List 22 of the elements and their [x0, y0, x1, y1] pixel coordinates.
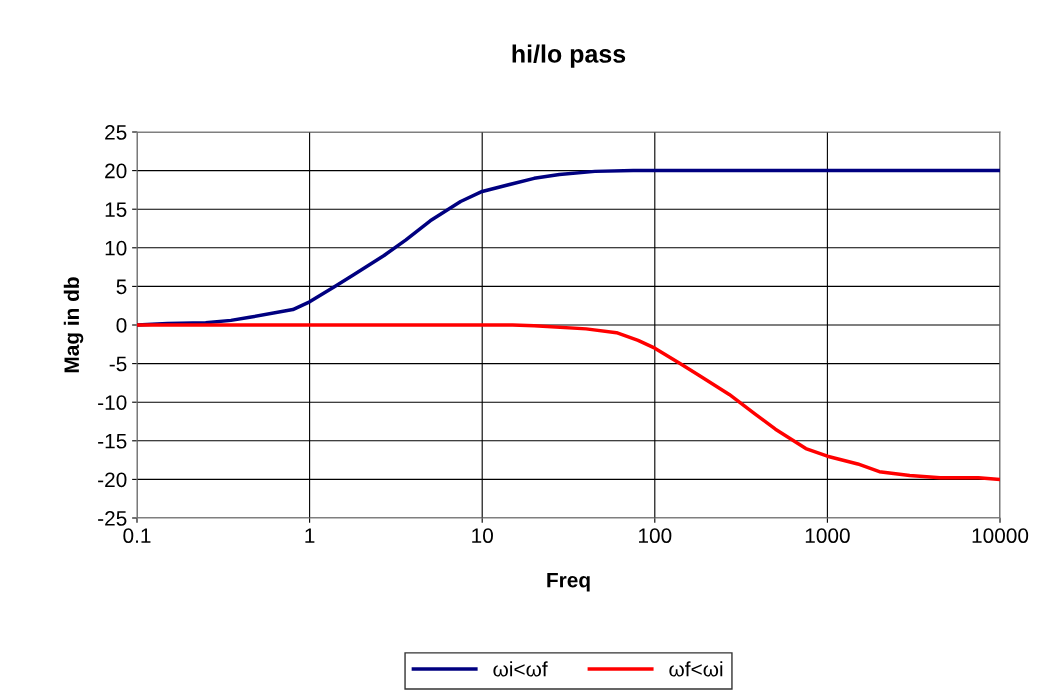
x-axis-title: Freq [547, 572, 590, 592]
y-tick-label: 5 [116, 279, 127, 295]
x-tick-label: 0.1 [123, 528, 151, 544]
y-tick-label: 25 [105, 125, 127, 140]
y-tick-label: -10 [98, 395, 127, 410]
y-tick-label: 10 [105, 240, 127, 256]
x-tick-label: 1000 [805, 528, 850, 544]
x-tick-label: 100 [639, 528, 672, 544]
y-tick-label: -25 [98, 511, 127, 526]
y-tick-label: 15 [105, 202, 127, 217]
y-tick-label: 20 [105, 163, 127, 179]
x-tick-label: 10 [472, 528, 493, 544]
y-tick-label: -5 [109, 356, 127, 372]
x-tick-label: 1 [305, 528, 315, 543]
x-tick-label: 10000 [972, 528, 1029, 544]
legend-label: ωi<ωf [493, 661, 548, 677]
chart-title: hi/lo pass [512, 44, 626, 68]
legend-label: ωf<ωi [669, 661, 723, 677]
y-tick-label: -20 [98, 472, 127, 488]
y-tick-label: 0 [116, 318, 127, 333]
y-axis-title: Mag in db [63, 277, 84, 373]
y-tick-label: -15 [98, 434, 127, 449]
